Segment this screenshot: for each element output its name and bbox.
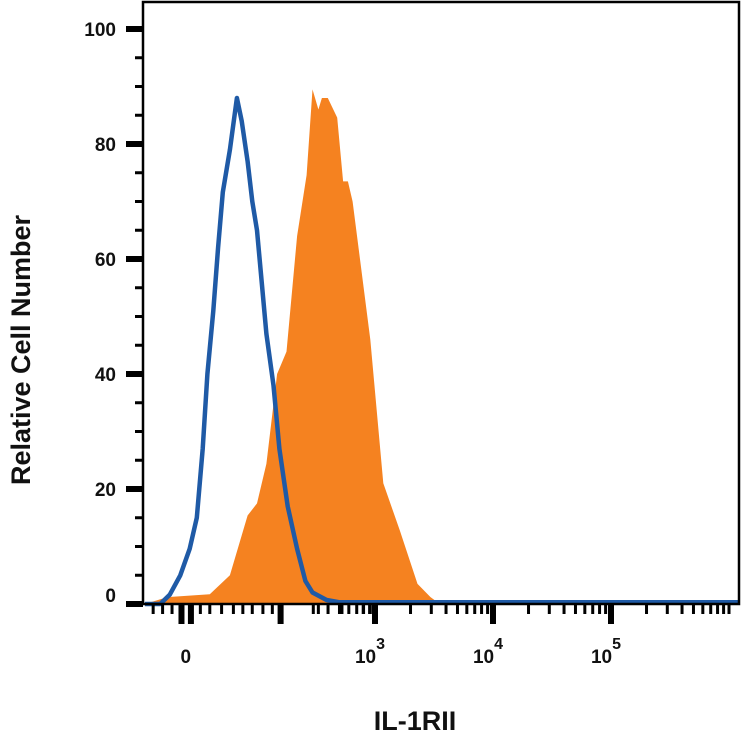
plot-frame xyxy=(141,0,741,606)
x-tick-exponent: 4 xyxy=(494,636,503,653)
y-tick-label: 20 xyxy=(95,480,116,501)
x-tick-label: 104 xyxy=(473,636,503,668)
x-axis-title: IL-1RII xyxy=(374,706,457,736)
y-axis-title: Relative Cell Number xyxy=(6,214,36,485)
x-tick-label: 103 xyxy=(355,636,385,668)
x-tick-base: 10 xyxy=(473,647,494,668)
x-tick-exponent: 5 xyxy=(612,636,621,653)
x-tick-base: 0 xyxy=(180,647,191,668)
x-tick-base: 10 xyxy=(355,647,376,668)
y-tick-label: 0 xyxy=(105,586,116,607)
y-axis: 0 20 40 60 80 100 xyxy=(84,20,143,607)
y-tick-label: 80 xyxy=(95,135,116,156)
isotype-control-line xyxy=(144,95,739,607)
x-tick-exponent: 3 xyxy=(376,636,385,653)
y-tick-label: 60 xyxy=(95,250,116,271)
x-tick-base: 10 xyxy=(591,647,612,668)
y-tick-label: 40 xyxy=(95,365,116,386)
x-tick-label: 105 xyxy=(591,636,621,668)
stained-histogram-area xyxy=(144,89,739,604)
x-tick-label: 0 xyxy=(180,647,191,668)
series-layer xyxy=(144,89,739,607)
y-tick-label: 100 xyxy=(84,20,116,41)
